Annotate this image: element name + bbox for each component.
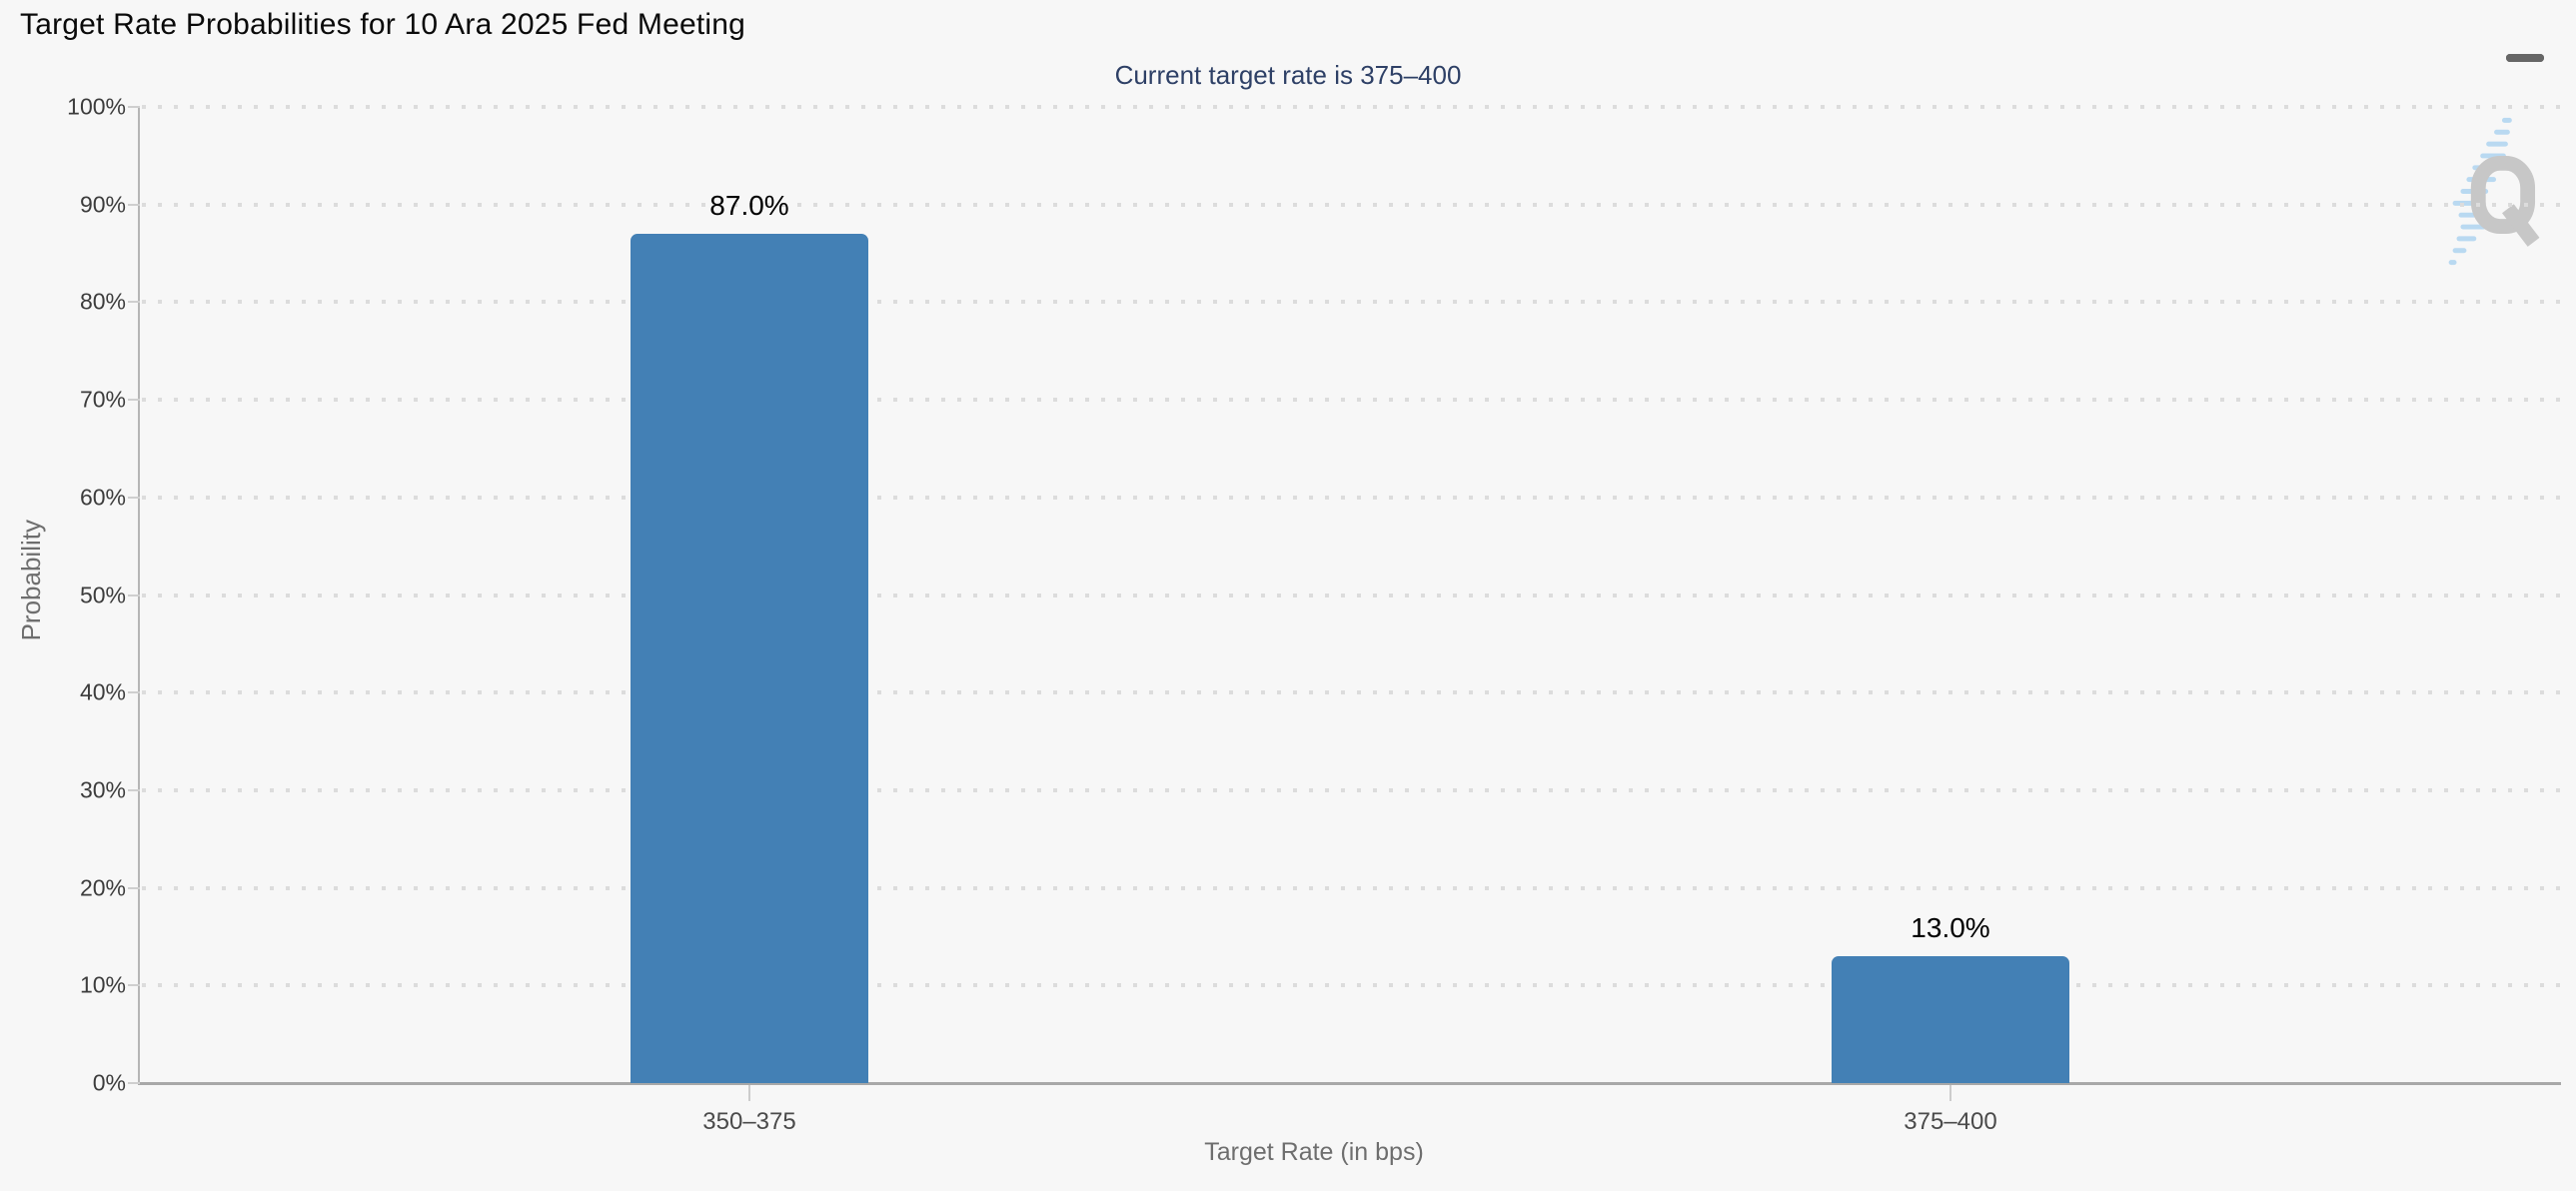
hamburger-menu-icon[interactable] (2506, 12, 2560, 62)
y-tick-label: 10% (79, 971, 126, 998)
y-tick (128, 594, 140, 596)
y-tick (128, 106, 140, 108)
x-category-label: 375–400 (1904, 1108, 1997, 1135)
y-tick-label: 40% (79, 678, 126, 705)
y-tick (128, 399, 140, 402)
gridline (142, 885, 2561, 890)
bar-350-375[interactable] (631, 234, 868, 1083)
y-tick (128, 984, 140, 987)
x-axis-title: Target Rate (in bps) (1204, 1138, 1424, 1166)
y-tick-label: 0% (92, 1069, 126, 1096)
x-axis-line (138, 1082, 2561, 1085)
y-axis-line (138, 107, 140, 1085)
plot-area: 100% 90% 80% 70% 60% 50% 40% 30% 20% 10%… (67, 94, 2561, 1166)
bar-375-400[interactable] (1832, 956, 2069, 1083)
gridline (142, 495, 2561, 500)
y-tick-label: 70% (79, 386, 126, 413)
y-tick-label: 60% (79, 484, 126, 511)
y-tick (128, 301, 140, 304)
y-tick-label: 20% (79, 874, 126, 901)
gridline (142, 105, 2561, 109)
gridline (142, 398, 2561, 403)
y-tick-label: 80% (79, 288, 126, 315)
gridline (142, 787, 2561, 792)
y-tick (128, 691, 140, 694)
y-tick-label: 30% (79, 776, 126, 803)
y-axis-title: Probability (16, 520, 46, 641)
chart-title: Target Rate Probabilities for 10 Ara 202… (20, 8, 746, 41)
y-tick-label: 50% (79, 582, 126, 607)
x-tick (748, 1085, 750, 1101)
bar-value-label: 13.0% (1911, 912, 1990, 943)
gridline (142, 593, 2561, 597)
gridline (142, 690, 2561, 695)
y-tick (128, 203, 140, 206)
chart-subtitle: Current target rate is 375–400 (1114, 60, 1462, 90)
y-tick (128, 886, 140, 889)
gridline (142, 202, 2561, 207)
y-tick-label: 90% (79, 191, 126, 218)
x-tick (1949, 1085, 1951, 1101)
y-tick (128, 1082, 140, 1084)
gridline (142, 983, 2561, 988)
y-tick (128, 496, 140, 499)
x-category-label: 350–375 (702, 1108, 796, 1135)
y-tick (128, 788, 140, 791)
gridline (142, 300, 2561, 305)
bar-group-350-375: 87.0% (631, 107, 868, 1083)
hamburger-bar (2506, 54, 2544, 62)
y-tick-label: 100% (67, 93, 126, 120)
